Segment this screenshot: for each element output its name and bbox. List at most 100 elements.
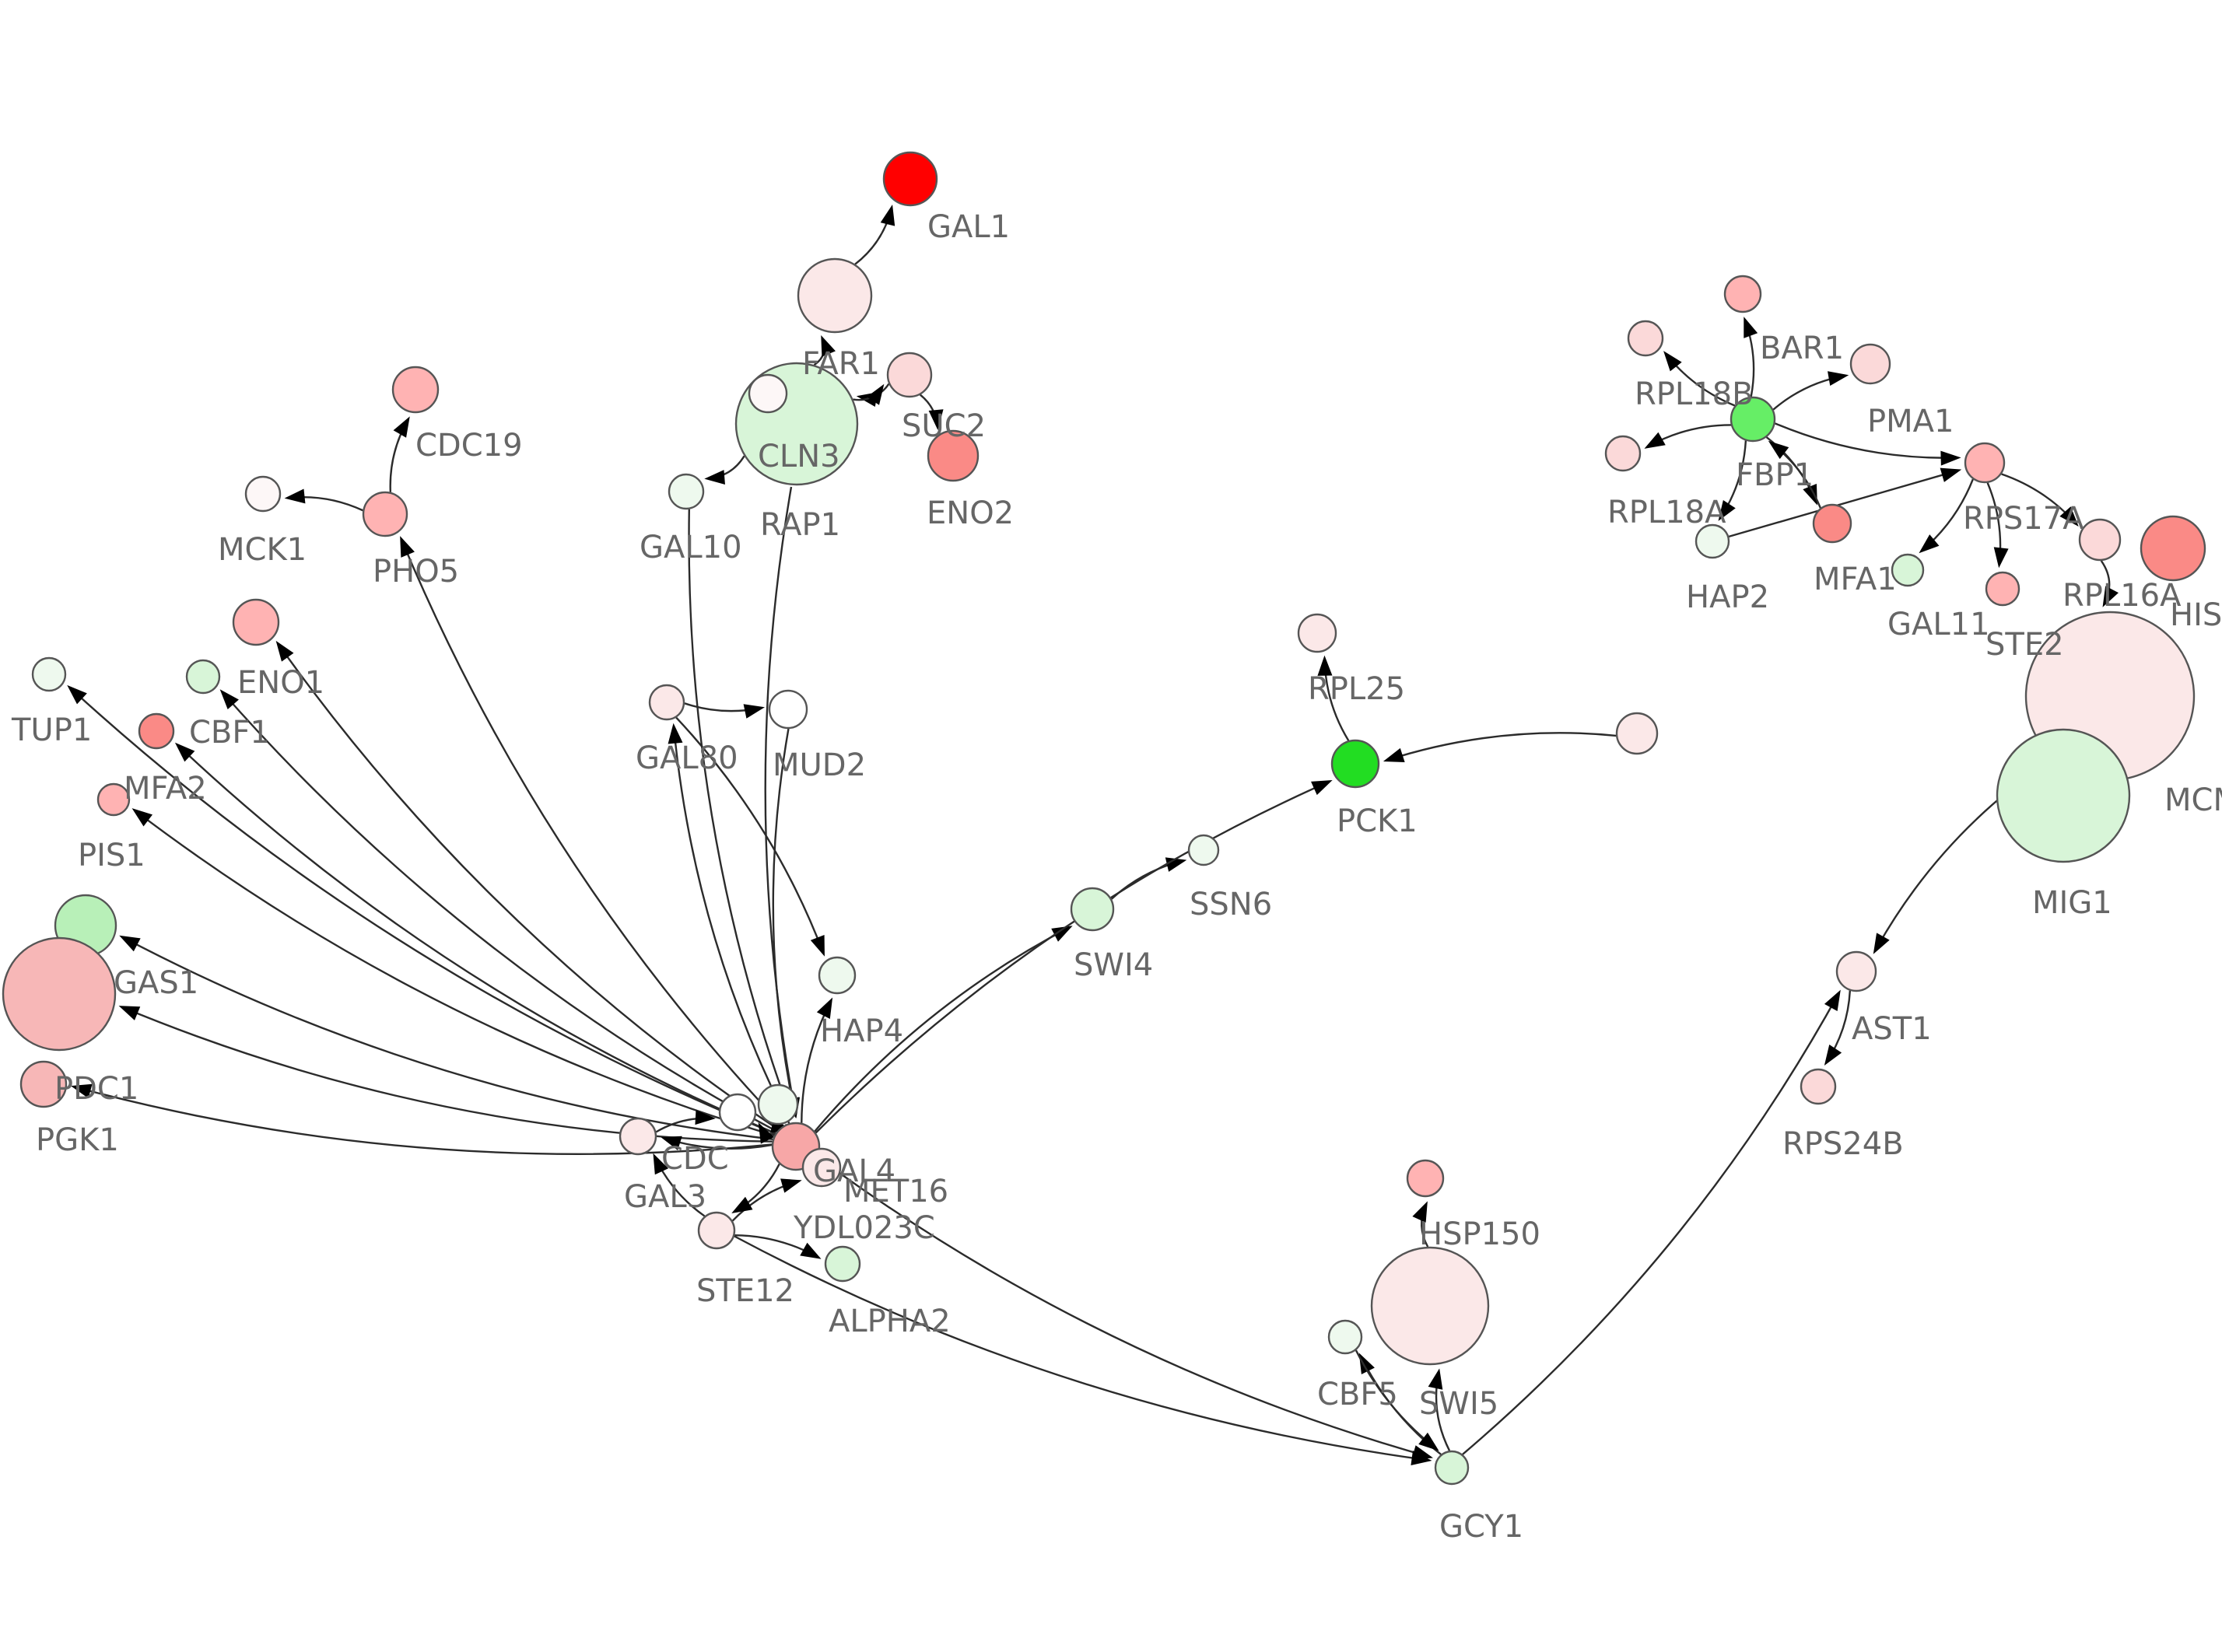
edge-arrowhead bbox=[1873, 933, 1890, 954]
edge-mfa1-to-fbp1 bbox=[1768, 440, 1821, 509]
node-rpl18b[interactable] bbox=[1627, 320, 1664, 357]
node-suc2[interactable] bbox=[886, 352, 933, 398]
edge-gal80-to-hap4 bbox=[675, 716, 825, 957]
node-swi4[interactable] bbox=[1070, 887, 1115, 932]
edge-arrowhead bbox=[2102, 586, 2119, 607]
edge-arrowhead bbox=[2059, 506, 2079, 527]
edge-swi4-to-ssn6 bbox=[1110, 857, 1187, 900]
edge-rpl25b_unlbl-to-pck1 bbox=[1383, 732, 1617, 762]
node-rps24b[interactable] bbox=[1800, 1068, 1837, 1105]
node-pck1[interactable] bbox=[1330, 739, 1380, 789]
edge-arrowhead bbox=[821, 334, 836, 357]
node-pho5[interactable] bbox=[362, 491, 408, 537]
edge-arrowhead bbox=[867, 383, 885, 405]
node-eno2[interactable] bbox=[927, 429, 980, 482]
edge-suc2-to-eno2 bbox=[919, 394, 944, 431]
node-gcy1[interactable] bbox=[1434, 1450, 1470, 1486]
edge-hap2-to-rps17a bbox=[1728, 467, 1962, 538]
edge-gal4-to-swi4 bbox=[814, 926, 1073, 1132]
node-pdc1[interactable] bbox=[2, 936, 117, 1052]
node-rps17a[interactable] bbox=[1964, 442, 2006, 484]
edge-arrowhead bbox=[1718, 499, 1736, 521]
edge-arrowhead bbox=[1768, 440, 1789, 460]
edge-arrowhead bbox=[880, 205, 895, 226]
edge-gal4-to-cbf1 bbox=[219, 689, 778, 1132]
node-far1[interactable] bbox=[797, 257, 873, 334]
edge-ast1-to-rps24b bbox=[1824, 990, 1852, 1066]
node-cdc19[interactable] bbox=[391, 366, 440, 414]
node-gal80[interactable] bbox=[648, 684, 685, 721]
node-ste2[interactable] bbox=[1985, 571, 2020, 607]
node-mfa2[interactable] bbox=[138, 712, 175, 750]
node-cdc[interactable] bbox=[718, 1093, 757, 1132]
edge-arrowhead bbox=[275, 640, 294, 662]
edge-gal4-to-pis1 bbox=[131, 808, 775, 1137]
edge-arrowhead bbox=[1824, 989, 1841, 1011]
edge-swi5-to-hsp150 bbox=[1412, 1201, 1429, 1248]
edge-fbp1-to-bar1 bbox=[1744, 317, 1758, 397]
edge-gal4-to-cdc bbox=[758, 1122, 776, 1144]
node-rpl18a[interactable] bbox=[1604, 435, 1642, 472]
edge-gal4-to-gcy1 bbox=[817, 1156, 1434, 1460]
edge-arrowhead bbox=[1940, 467, 1962, 482]
node-cbf5[interactable] bbox=[1327, 1319, 1363, 1355]
edge-arrowhead bbox=[704, 470, 725, 485]
node-cln3_inner[interactable] bbox=[748, 373, 788, 414]
node-rpl16a[interactable] bbox=[2078, 518, 2122, 562]
edge-arrowhead bbox=[1418, 1432, 1439, 1451]
edge-arrowhead bbox=[71, 1083, 93, 1099]
edge-pck1-to-rpl25 bbox=[1317, 655, 1350, 741]
node-alpha2[interactable] bbox=[824, 1245, 861, 1283]
node-pgk1[interactable] bbox=[19, 1060, 68, 1108]
edge-arrowhead bbox=[1051, 926, 1073, 942]
node-rpl25b_unlbl[interactable] bbox=[1615, 712, 1659, 755]
edge-rps17a-to-gal11 bbox=[1919, 478, 1974, 554]
edge-fbp1-to-rpl18b bbox=[1663, 351, 1736, 407]
node-pis1[interactable] bbox=[96, 782, 131, 817]
node-fbp1[interactable] bbox=[1730, 396, 1776, 443]
edge-ste12-to-gcy1 bbox=[734, 1235, 1432, 1465]
edge-gal4-to-mfa2 bbox=[174, 742, 776, 1135]
node-eno1[interactable] bbox=[232, 598, 280, 646]
edge-pho5-to-mck1 bbox=[284, 488, 363, 512]
node-gal1[interactable] bbox=[882, 151, 938, 207]
edge-gal4-to-pck1 bbox=[815, 779, 1333, 1134]
node-ste12[interactable] bbox=[697, 1211, 736, 1250]
node-mud2[interactable] bbox=[768, 689, 808, 730]
node-met16[interactable] bbox=[757, 1083, 799, 1125]
node-tup1[interactable] bbox=[31, 656, 67, 692]
node-swi5[interactable] bbox=[1370, 1246, 1490, 1366]
edge-arrowhead bbox=[1411, 1451, 1432, 1465]
node-hsp150[interactable] bbox=[1406, 1159, 1445, 1198]
edge-arrowhead bbox=[1317, 655, 1333, 676]
node-cbf1[interactable] bbox=[185, 659, 221, 695]
edge-arrowhead bbox=[118, 1006, 141, 1020]
node-gal10[interactable] bbox=[668, 473, 705, 510]
node-pma1[interactable] bbox=[1849, 343, 1891, 385]
edge-gal4-to-gal80 bbox=[668, 723, 790, 1124]
node-ssn6[interactable] bbox=[1187, 834, 1220, 866]
edge-arrowhead bbox=[1828, 371, 1849, 386]
node-mck1[interactable] bbox=[244, 475, 282, 513]
edge-gal3-to-cdc bbox=[655, 1110, 716, 1133]
node-hap4[interactable] bbox=[818, 956, 857, 995]
node-ydl023c[interactable] bbox=[801, 1147, 842, 1188]
edge-arrowhead bbox=[131, 808, 153, 827]
node-mig1[interactable] bbox=[1996, 728, 2131, 863]
node-hap2[interactable] bbox=[1695, 523, 1730, 559]
node-rpl25[interactable] bbox=[1297, 613, 1337, 653]
node-bar1[interactable] bbox=[1723, 275, 1762, 313]
edge-gal4-to-pgk1 bbox=[71, 1083, 773, 1155]
edge-arrowhead bbox=[219, 689, 239, 710]
node-gal11[interactable] bbox=[1891, 553, 1925, 587]
node-ast1[interactable] bbox=[1835, 950, 1877, 992]
edge-arrowhead bbox=[1428, 1368, 1443, 1390]
node-his4[interactable] bbox=[2140, 515, 2206, 582]
edge-arrowhead bbox=[780, 1178, 802, 1193]
edge-arrowhead bbox=[284, 488, 306, 504]
edge-arrowhead bbox=[758, 1122, 774, 1144]
edge-arrowhead bbox=[119, 935, 141, 952]
node-gal3[interactable] bbox=[619, 1117, 657, 1156]
edge-gcy1-to-ast1 bbox=[1462, 989, 1841, 1455]
node-mfa1[interactable] bbox=[1812, 503, 1852, 544]
